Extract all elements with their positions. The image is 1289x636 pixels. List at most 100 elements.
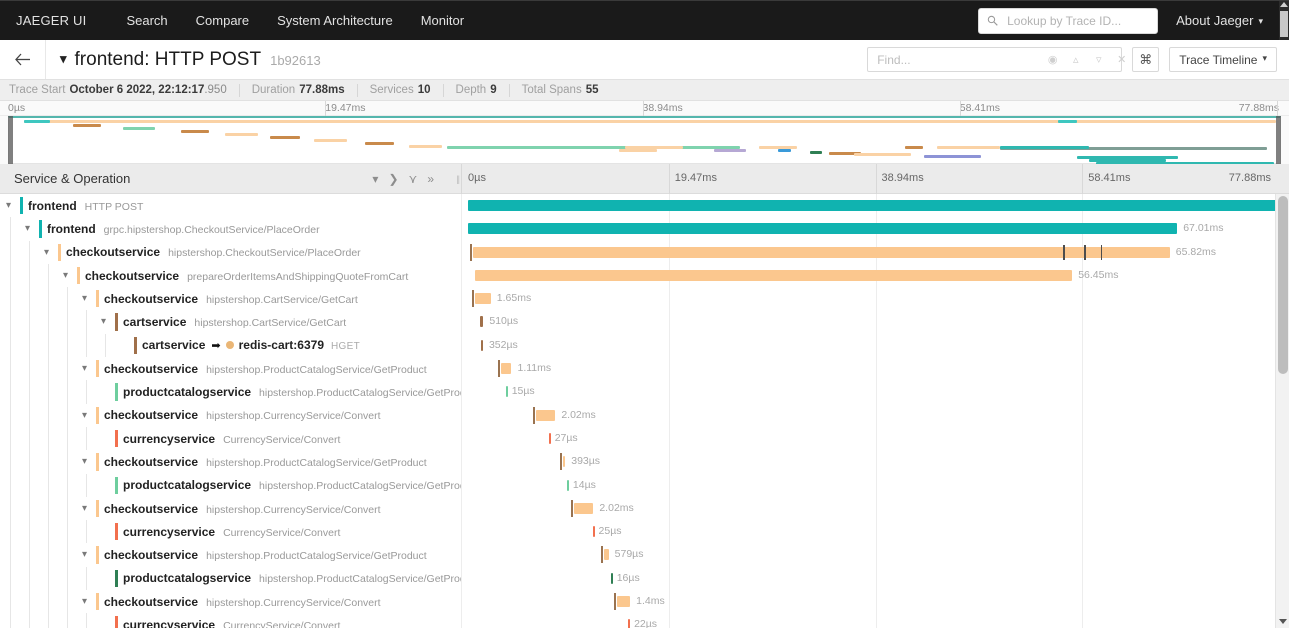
span-row-bar-cell[interactable]: 352µs	[462, 333, 1289, 358]
span-row[interactable]: ▾ checkoutservice hipstershop.CartService/…	[0, 287, 1289, 311]
find-clear-icon[interactable]: ✕	[1117, 54, 1127, 66]
expand-collapse-chevron-icon[interactable]: ▾	[82, 363, 88, 375]
span-row-label-cell[interactable]: cartservice ➡ redis-cart:6379 HGET	[0, 333, 462, 358]
page-scrollbar-thumb[interactable]	[1280, 11, 1288, 37]
find-prev-icon[interactable]: ▵	[1072, 54, 1079, 66]
span-row-label-cell[interactable]: ▾ checkoutservice hipstershop.CurrencyServ…	[0, 496, 462, 521]
double-chevron-right-icon[interactable]: »	[427, 171, 434, 186]
span-row-bar-cell[interactable]: 16µs	[462, 566, 1289, 591]
nav-item-system-architecture[interactable]: System Architecture	[277, 13, 393, 28]
span-duration-bar[interactable]	[592, 526, 595, 538]
span-row-label-cell[interactable]: currencyservice CurrencyService/Convert	[0, 613, 462, 628]
span-row[interactable]: currencyservice CurrencyService/Convert 22…	[0, 613, 1289, 628]
span-row-bar-cell[interactable]: 1.11ms	[462, 357, 1289, 381]
span-row[interactable]: ▾ checkoutservice hipstershop.CurrencyServ…	[0, 496, 1289, 521]
jaeger-ui-logo[interactable]: JAEGER UI	[16, 13, 87, 28]
span-row-label-cell[interactable]: ▾ checkoutservice hipstershop.ProductCatal…	[0, 543, 462, 567]
span-row-bar-cell[interactable]: 579µs	[462, 543, 1289, 567]
span-duration-bar[interactable]	[475, 293, 491, 305]
minimap-canvas[interactable]	[8, 116, 1281, 167]
span-row-label-cell[interactable]: ▾ checkoutservice hipstershop.ProductCatal…	[0, 450, 462, 474]
span-row-label-cell[interactable]: productcatalogservice hipstershop.Product…	[0, 473, 462, 497]
span-row-bar-cell[interactable]: 27µs	[462, 426, 1289, 451]
span-row-bar-cell[interactable]: 1.4ms	[462, 590, 1289, 614]
span-row-bar-cell[interactable]: 25µs	[462, 520, 1289, 544]
nav-item-compare[interactable]: Compare	[195, 13, 250, 28]
span-row-bar-cell[interactable]	[462, 194, 1289, 218]
span-duration-bar[interactable]	[501, 363, 512, 375]
span-duration-bar[interactable]	[468, 223, 1178, 235]
minimap-drag-right[interactable]	[1276, 116, 1281, 164]
span-row-label-cell[interactable]: ▾ checkoutservice prepareOrderItemsAndShip…	[0, 263, 462, 288]
span-duration-bar[interactable]	[549, 432, 552, 444]
span-row[interactable]: currencyservice CurrencyService/Convert 25…	[0, 520, 1289, 544]
span-row[interactable]: ▾ cartservice hipstershop.CartService/GetC…	[0, 310, 1289, 334]
back-button[interactable]	[0, 40, 46, 79]
span-row-label-cell[interactable]: ▾ checkoutservice hipstershop.CartService/…	[0, 287, 462, 311]
span-row-label-cell[interactable]: productcatalogservice hipstershop.Product…	[0, 380, 462, 404]
span-row-label-cell[interactable]: currencyservice CurrencyService/Convert	[0, 426, 462, 451]
span-row[interactable]: ▾ frontend HTTP POST	[0, 194, 1289, 218]
span-row-bar-cell[interactable]: 510µs	[462, 310, 1289, 334]
chevron-down-icon[interactable]: ▾	[372, 171, 379, 186]
span-row[interactable]: productcatalogservice hipstershop.Product…	[0, 566, 1289, 591]
expand-collapse-chevron-icon[interactable]: ▾	[82, 502, 88, 514]
span-duration-bar[interactable]	[535, 409, 556, 421]
find-next-icon[interactable]: ▿	[1095, 54, 1102, 66]
expand-collapse-chevron-icon[interactable]: ▾	[63, 269, 69, 281]
nav-item-search[interactable]: Search	[126, 13, 168, 28]
span-duration-bar[interactable]	[474, 269, 1073, 281]
span-row[interactable]: ▾ checkoutservice hipstershop.CheckoutServ…	[0, 240, 1289, 264]
span-row-bar-cell[interactable]: 14µs	[462, 473, 1289, 497]
span-duration-bar[interactable]	[604, 549, 609, 561]
span-row-bar-cell[interactable]: 65.82ms	[462, 240, 1289, 264]
find-input[interactable]	[868, 52, 1042, 67]
expand-collapse-chevron-icon[interactable]: ▾	[6, 200, 12, 211]
span-row-label-cell[interactable]: ▾ checkoutservice hipstershop.CheckoutServ…	[0, 240, 462, 264]
double-chevron-down-icon[interactable]: ⋎	[408, 171, 418, 186]
span-row-label-cell[interactable]: ▾ checkoutservice hipstershop.ProductCatal…	[0, 357, 462, 381]
expand-collapse-chevron-icon[interactable]: ▾	[101, 316, 107, 328]
about-jaeger-menu[interactable]: About Jaeger ▾	[1176, 13, 1281, 28]
span-duration-bar[interactable]	[472, 246, 1170, 258]
span-row[interactable]: ▾ checkoutservice prepareOrderItemsAndShip…	[0, 263, 1289, 288]
view-mode-select[interactable]: Trace Timeline ▾	[1169, 47, 1277, 72]
minimap-drag-left[interactable]	[8, 116, 13, 164]
span-duration-bar[interactable]	[468, 200, 1289, 211]
find-box[interactable]: ◉ ▵ ▿ ✕	[867, 47, 1126, 72]
span-row[interactable]: ▾ checkoutservice hipstershop.CurrencyServ…	[0, 403, 1289, 427]
nav-item-monitor[interactable]: Monitor	[420, 13, 465, 28]
span-row[interactable]: productcatalogservice hipstershop.Product…	[0, 473, 1289, 497]
span-duration-bar[interactable]	[480, 316, 484, 328]
span-duration-bar[interactable]	[506, 386, 509, 398]
span-row[interactable]: currencyservice CurrencyService/Convert 27…	[0, 426, 1289, 451]
expand-collapse-chevron-icon[interactable]: ▾	[82, 456, 88, 468]
span-row[interactable]: ▾ checkoutservice hipstershop.CurrencyServ…	[0, 590, 1289, 614]
span-row-bar-cell[interactable]: 15µs	[462, 380, 1289, 404]
span-row[interactable]: ▾ checkoutservice hipstershop.ProductCatal…	[0, 357, 1289, 381]
span-row-bar-cell[interactable]: 67.01ms	[462, 217, 1289, 241]
span-row-label-cell[interactable]: ▾ checkoutservice hipstershop.CurrencyServ…	[0, 590, 462, 614]
chevron-right-icon[interactable]: ❯	[388, 171, 399, 186]
span-row[interactable]: productcatalogservice hipstershop.Product…	[0, 380, 1289, 404]
keyboard-shortcuts-button[interactable]: ⌘	[1132, 47, 1160, 72]
expand-collapse-chevron-icon[interactable]: ▾	[25, 223, 31, 235]
span-row-label-cell[interactable]: ▾ frontend HTTP POST	[0, 194, 462, 218]
span-row[interactable]: ▾ frontend grpc.hipstershop.CheckoutServic…	[0, 217, 1289, 241]
span-row-bar-cell[interactable]: 1.65ms	[462, 287, 1289, 311]
span-duration-bar[interactable]	[616, 596, 631, 608]
scroll-up-arrow[interactable]	[1280, 2, 1288, 7]
span-row[interactable]: ▾ checkoutservice hipstershop.ProductCatal…	[0, 543, 1289, 567]
trace-id-input[interactable]	[1005, 12, 1150, 29]
span-row-label-cell[interactable]: ▾ frontend grpc.hipstershop.CheckoutServic…	[0, 217, 462, 241]
expand-collapse-chevron-icon[interactable]: ▾	[82, 596, 88, 608]
span-duration-bar[interactable]	[573, 502, 594, 514]
span-row-bar-cell[interactable]: 2.02ms	[462, 496, 1289, 521]
trace-id-lookup[interactable]	[978, 7, 1159, 34]
collapse-trace-chevron-icon[interactable]: ▾	[60, 50, 67, 66]
span-duration-bar[interactable]	[481, 339, 484, 351]
trace-minimap[interactable]: 0µs 19.47ms 38.94ms 58.41ms 77.88ms	[0, 101, 1289, 167]
span-row-label-cell[interactable]: ▾ cartservice hipstershop.CartService/GetC…	[0, 310, 462, 334]
vertical-scroll-thumb[interactable]	[1278, 196, 1288, 374]
span-row[interactable]: ▾ checkoutservice hipstershop.ProductCatal…	[0, 450, 1289, 474]
